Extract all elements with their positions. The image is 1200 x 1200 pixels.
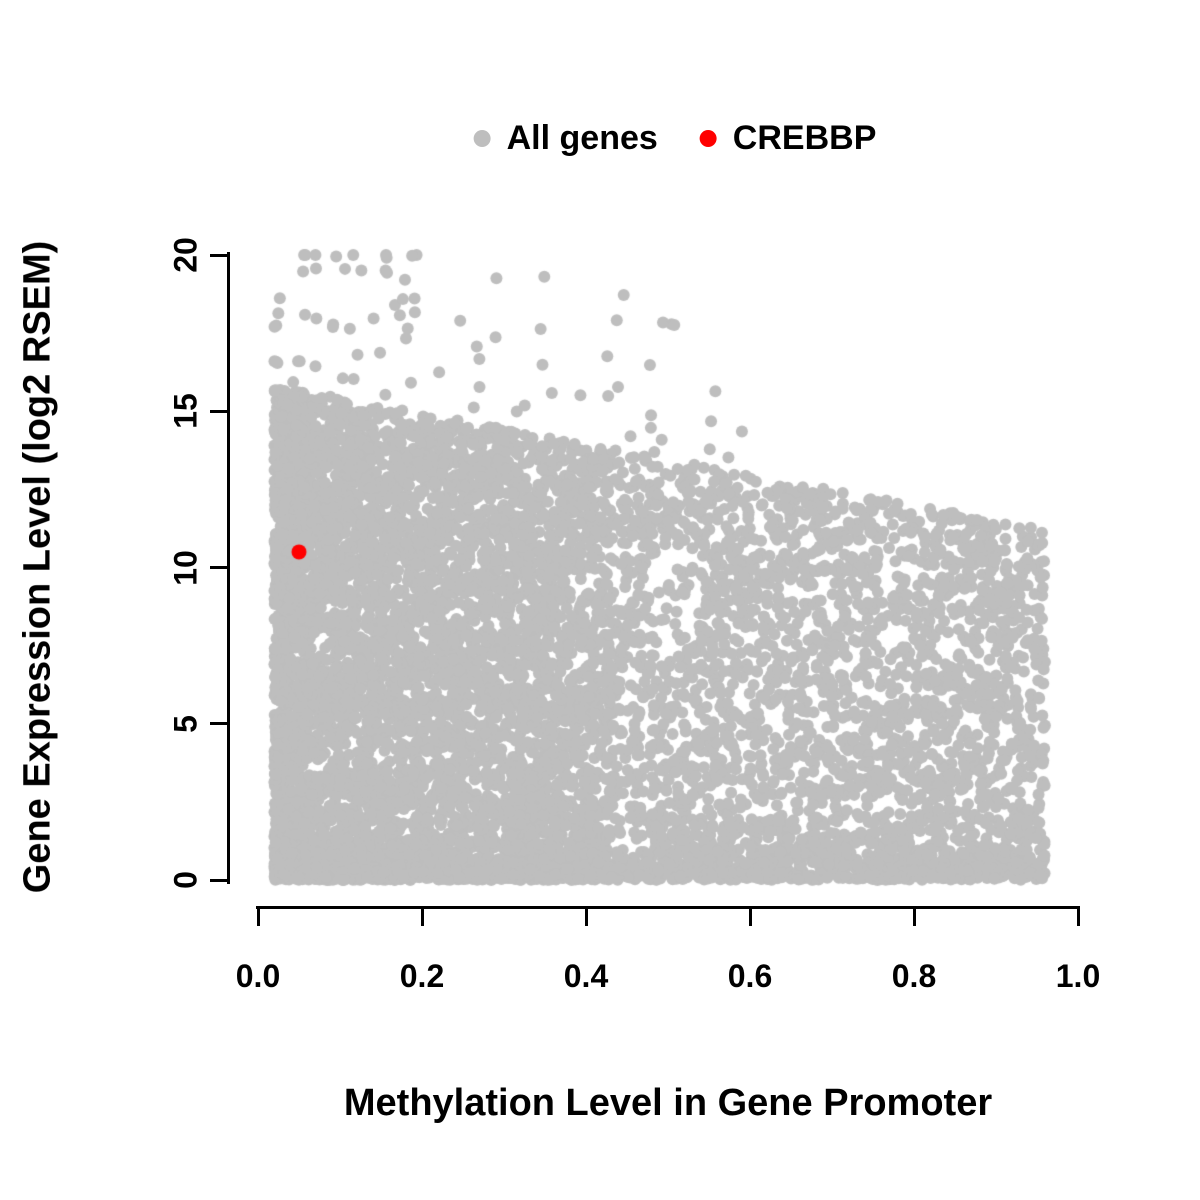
y-axis-tick bbox=[210, 566, 228, 569]
crebbp-legend-dot-icon bbox=[699, 130, 717, 147]
y-axis-title: Gene Expression Level (log2 RSEM) bbox=[16, 240, 59, 894]
x-axis-tick bbox=[256, 908, 260, 926]
legend: All genes CREBBP bbox=[473, 119, 877, 158]
x-axis-tick bbox=[1076, 908, 1080, 926]
y-axis-tick bbox=[210, 409, 228, 413]
legend-label-all-genes: All genes bbox=[506, 119, 658, 157]
y-axis-line bbox=[227, 252, 230, 884]
y-axis-tick-label: 15 bbox=[167, 393, 204, 430]
legend-label-crebbp: CREBBP bbox=[732, 119, 877, 157]
y-axis-tick-label: 0 bbox=[167, 871, 204, 889]
y-axis-tick bbox=[210, 253, 228, 257]
x-axis-tick-label: 0.2 bbox=[399, 958, 445, 994]
y-axis-tick-label: 10 bbox=[167, 549, 204, 586]
x-axis-tick bbox=[420, 908, 424, 926]
x-axis-title: Methylation Level in Gene Promoter bbox=[343, 1082, 993, 1124]
x-axis-tick bbox=[912, 908, 916, 926]
x-axis-tick bbox=[584, 908, 588, 926]
x-axis-tick-label: 0.0 bbox=[235, 958, 281, 994]
x-axis-line bbox=[256, 906, 1080, 909]
y-axis-tick bbox=[210, 878, 228, 882]
y-axis-tick-label: 5 bbox=[167, 714, 204, 733]
x-axis-tick bbox=[748, 908, 752, 926]
x-axis-tick-label: 1.0 bbox=[1055, 958, 1101, 994]
x-axis-tick-label: 0.8 bbox=[891, 958, 937, 994]
all-genes-legend-dot-icon bbox=[473, 130, 491, 147]
x-axis-tick-label: 0.6 bbox=[727, 958, 773, 994]
y-axis-tick-label: 20 bbox=[167, 237, 204, 273]
y-axis-tick bbox=[210, 722, 228, 726]
x-axis-tick-label: 0.4 bbox=[563, 958, 609, 994]
